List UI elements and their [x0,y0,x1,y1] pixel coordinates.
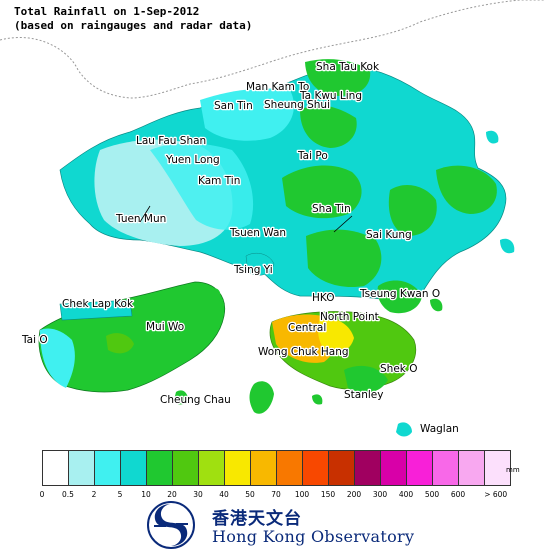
zone-lightgreen-lantau [106,333,134,354]
legend-tick-label: 40 [219,490,229,499]
legend-swatch [303,451,329,485]
hko-name-chinese: 香港天文台 [212,509,302,529]
legend-unit: mm [506,466,520,474]
legend-tick-label: 150 [320,490,336,499]
legend-tick-label: 500 [424,490,440,499]
legend-swatch [251,451,277,485]
place-label: Waglan [420,423,459,435]
place-label: Lau Fau Shan [136,135,206,147]
legend-tick-label: 50 [245,490,255,499]
place-label: Tsuen Wan [229,227,286,239]
place-label: Wong Chuk Hang [258,346,349,358]
island-waglan [396,422,412,437]
hko-swirl-logo-icon [147,501,195,549]
legend-swatch [147,451,173,485]
island-west-1 [210,288,221,299]
legend-swatch [355,451,381,485]
legend-tick-label: > 600 [484,490,508,499]
mainland-outline [0,0,545,99]
hko-name-english: Hong Kong Observatory [212,527,415,546]
zone-yellow-central [318,317,354,354]
legend-tick-label: 0.5 [62,490,74,499]
zone-cyan-north [200,88,294,141]
place-label: Tai O [21,334,48,346]
place-label: Cheung Chau [160,394,231,406]
island-east-2 [500,238,515,254]
land-airport [59,299,133,321]
legend-tick-label: 2 [91,490,97,499]
place-label: Yuen Long [165,154,220,166]
place-label: North Point [320,311,379,323]
place-label: Tseung Kwan O [359,288,440,300]
place-label: HKO [312,292,334,304]
legend-tick-label: 0 [39,490,45,499]
zone-green-east [436,165,497,214]
station-marker [139,205,151,223]
legend-tick-label: 400 [398,490,414,499]
station-marker [333,215,353,233]
island-tsing-yi [245,253,275,276]
island-east-3 [430,298,443,312]
zone-green-north [300,105,357,148]
zone-green-shatin [306,229,382,288]
legend-swatch [69,451,95,485]
zone-green-shatau [305,59,371,96]
legend-swatch [459,451,485,485]
legend-swatch [485,451,511,485]
legend-tick-label: 600 [450,490,466,499]
place-label: Tuen Mun [115,213,166,225]
rainfall-map: Sha Tau Kok Man Kam To Ta Kwu Ling San T… [0,0,545,437]
island-east-1 [486,130,499,144]
legend-tick-label: 30 [193,490,203,499]
legend-tick-label: 70 [271,490,281,499]
place-label: Mui Wo [146,321,184,333]
place-label: Tai Po [297,150,328,162]
zone-green-taipo [282,165,362,219]
legend-swatch [199,451,225,485]
zone-cyan-taio [40,328,75,388]
place-label: San Tin [214,100,253,112]
legend-swatch [329,451,355,485]
place-label: Stanley [344,389,383,401]
legend-swatch [95,451,121,485]
legend-tick-label: 200 [346,490,362,499]
legend-tick-label: 20 [167,490,177,499]
place-label: Shek O [380,363,417,375]
legend-swatch [121,451,147,485]
legend-tick-label: 300 [372,490,388,499]
place-label: Sai Kung [366,229,412,241]
legend-tick-label: 100 [294,490,310,499]
map-subtitle: (based on raingauges and radar data) [14,19,253,32]
place-label: Ta Kwu Ling [299,90,362,102]
place-label: Sha Tau Kok [316,61,380,73]
zone-cyan-central [150,143,254,230]
zone-green-stanley [344,365,388,393]
legend-swatch [433,451,459,485]
rainfall-legend [42,450,511,486]
legend-tick-label: 5 [117,490,123,499]
zone-green-tko [377,280,422,314]
legend-swatch [173,451,199,485]
place-label: Man Kam To [246,81,309,93]
place-label: Sheung Shui [264,99,330,111]
place-label: Kam Tin [198,175,240,187]
legend-tick-label: 10 [141,490,151,499]
place-label: Central [288,322,326,334]
map-title: Total Rainfall on 1-Sep-2012 [14,5,200,18]
legend-swatch [225,451,251,485]
island-lamma [249,381,274,414]
legend-swatch [407,451,433,485]
place-label: Chek Lap Kok [62,298,134,310]
place-label: Sha Tin [312,203,351,215]
island-south-1 [312,394,323,405]
legend-swatch [381,451,407,485]
legend-swatch [277,451,303,485]
legend-swatch [43,451,69,485]
place-label: Tsing Yi [233,264,273,276]
zone-green-saikung [388,185,437,236]
island-cheung-chau [174,390,188,405]
